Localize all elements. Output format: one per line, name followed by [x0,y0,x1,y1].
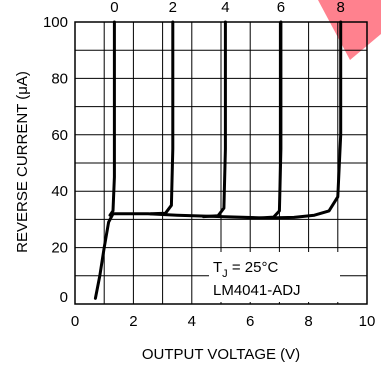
annotation-t-symbol: T [213,259,222,276]
x-tick-label: 8 [304,313,312,330]
annotation-j-subscript: J [222,268,228,280]
series-layer [93,20,343,300]
annotation-background [209,252,340,302]
series-line-3 [149,20,175,216]
series-line-1 [93,20,343,300]
y-tick-label: 80 [51,70,68,87]
top-curve-label: 0 [110,0,118,16]
top-curve-label: 6 [277,0,285,16]
x-tick-label: 6 [246,313,254,330]
annotation-temp-value: = 25°C [228,259,279,276]
top-labels-layer: 0 2 4 6 8 [110,0,345,16]
y-axis-title: REVERSE CURRENT (μA) [14,71,31,253]
y-tick-label: 20 [51,240,68,257]
x-axis-title: OUTPUT VOLTAGE (V) [142,346,300,363]
series-line-2 [108,20,116,217]
x-tick-label: 2 [129,313,137,330]
series-line-5 [257,20,283,220]
corner-accent-shape [318,0,381,60]
series-line-4 [202,20,227,219]
y-tick-label: 0 [60,289,68,306]
x-tick-label: 10 [359,313,376,330]
top-curve-label: 4 [221,0,229,16]
annotation-box: TJ = 25°C LM4041-ADJ [209,252,340,302]
y-tick-label: 40 [51,183,68,200]
annotation-temperature: TJ = 25°C [213,259,278,280]
top-curve-label: 8 [337,0,345,16]
x-tick-label: 0 [71,313,79,330]
annotation-part-number: LM4041-ADJ [213,282,301,299]
plot-frame [74,21,368,305]
x-tick-label: 4 [188,313,196,330]
y-tick-label: 100 [43,14,68,31]
top-curve-label: 2 [169,0,177,16]
y-tick-label: 60 [51,127,68,144]
